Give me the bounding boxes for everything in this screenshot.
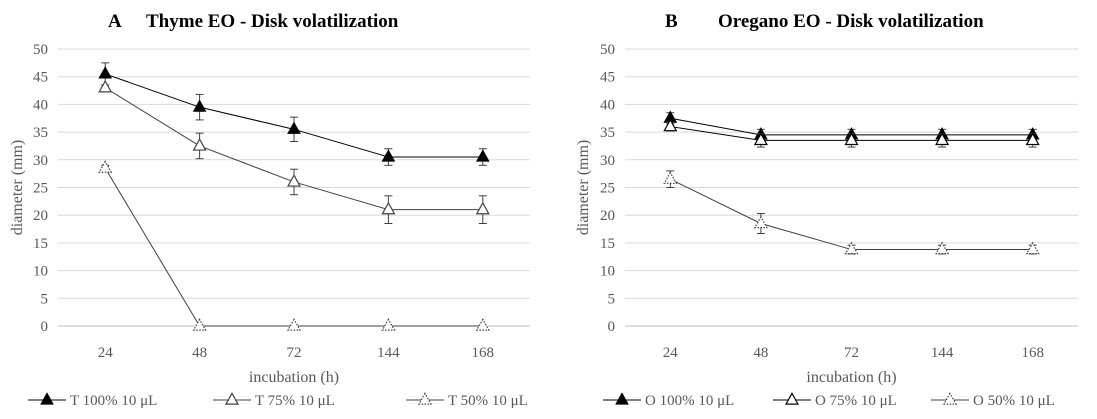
data-point <box>1025 241 1040 255</box>
chart-title: Oregano EO - Disk volatilization <box>718 11 984 32</box>
legend-marker <box>784 392 800 405</box>
legend-entry: T 50% 10 μL <box>406 392 528 409</box>
data-point <box>753 215 768 229</box>
chart-panel-a: A Thyme EO - Disk volatilization 0 5 10 15 20 2… <box>0 0 548 414</box>
x-tick-label: 48 <box>753 345 768 361</box>
data-point <box>935 241 950 255</box>
y-tick-label: 5 <box>41 291 49 307</box>
legend-entry: O 100% 10 μL <box>603 392 734 409</box>
chart-panel-b: B Oregano EO - Disk volatilization 0 5 10 15 2… <box>558 0 1097 414</box>
x-tick-label: 72 <box>287 345 302 361</box>
chart-a-svg: A Thyme EO - Disk volatilization 0 5 10 15 20 2… <box>9 11 530 409</box>
data-point <box>475 318 490 331</box>
x-axis-label: incubation (h) <box>806 369 896 386</box>
panel-letter: B <box>665 11 678 32</box>
x-tick-label: 144 <box>377 345 400 361</box>
y-tick-label: 35 <box>600 125 615 141</box>
legend-entry: O 75% 10 μL <box>773 392 897 409</box>
data-point <box>287 121 301 134</box>
x-tick-label: 24 <box>98 345 114 361</box>
y-tick-label: 35 <box>33 125 48 141</box>
data-point <box>381 318 396 331</box>
y-tick-label: 5 <box>608 291 616 307</box>
legend-label: T 100% 10 μL <box>70 393 157 409</box>
legend-entry: T 75% 10 μL <box>213 392 335 409</box>
x-tick-label: 144 <box>931 345 954 361</box>
chart-title: Thyme EO - Disk volatilization <box>146 11 399 32</box>
legend-marker <box>417 392 433 405</box>
y-tick-label: 50 <box>600 42 615 58</box>
series-2 <box>663 118 1040 148</box>
data-point <box>286 318 302 331</box>
x-tick-label: 72 <box>844 345 859 361</box>
x-tick-label: 48 <box>192 345 207 361</box>
data-point <box>192 318 207 331</box>
series-2 <box>98 79 490 225</box>
legend-marker <box>942 392 958 405</box>
y-tick-label: 30 <box>33 153 48 169</box>
x-tick-label: 168 <box>1021 345 1043 361</box>
x-tick-label: 168 <box>472 345 495 361</box>
y-tick-label: 45 <box>33 70 48 86</box>
y-tick-label: 40 <box>33 97 48 113</box>
y-tick-label: 40 <box>600 97 615 113</box>
data-point <box>98 66 113 79</box>
data-point <box>286 174 302 187</box>
legend-entry: O 50% 10 μL <box>931 392 1055 409</box>
y-axis-label: diameter (mm) <box>9 140 26 236</box>
chart-b-svg: B Oregano EO - Disk volatilization 0 5 10 15 2… <box>575 11 1078 409</box>
y-tick-label: 25 <box>33 181 48 197</box>
legend-label: T 50% 10 μL <box>448 393 528 409</box>
data-point <box>1025 132 1040 146</box>
data-point <box>663 171 678 184</box>
y-tick-label: 15 <box>33 236 48 252</box>
legend-label: O 100% 10 μL <box>645 393 734 409</box>
legend-label: O 50% 10 μL <box>973 393 1055 409</box>
data-point <box>98 79 113 93</box>
data-point <box>844 132 859 146</box>
y-axis-label: diameter (mm) <box>575 140 592 236</box>
data-point <box>381 149 396 162</box>
y-tick-label: 10 <box>600 264 615 280</box>
y-tick-label: 0 <box>41 319 49 335</box>
y-tick-label: 50 <box>33 42 48 58</box>
data-point <box>192 138 207 151</box>
data-point <box>753 132 768 146</box>
x-tick-label: 24 <box>663 345 679 361</box>
legend-entry: T 100% 10 μL <box>28 392 157 409</box>
data-point <box>935 132 950 146</box>
panel-letter: A <box>108 11 122 32</box>
data-point <box>381 201 396 215</box>
y-tick-label: 45 <box>600 70 615 86</box>
legend-marker <box>224 392 240 405</box>
data-point <box>844 241 859 255</box>
y-tick-label: 10 <box>33 264 48 280</box>
y-tick-label: 15 <box>600 236 615 252</box>
data-point <box>98 160 113 173</box>
series-line <box>105 73 483 158</box>
legend-marker <box>40 392 54 405</box>
y-tick-label: 30 <box>600 153 615 169</box>
data-point <box>475 149 490 162</box>
legend-label: T 75% 10 μL <box>255 393 335 409</box>
y-tick-label: 0 <box>608 319 616 335</box>
legend-marker <box>615 392 629 405</box>
series-line <box>670 178 1033 251</box>
series-3 <box>663 170 1040 255</box>
legend-label: O 75% 10 μL <box>815 393 897 409</box>
x-axis-label: incubation (h) <box>249 369 339 386</box>
y-tick-label: 25 <box>600 181 615 197</box>
data-point <box>192 99 207 112</box>
data-point <box>475 201 490 215</box>
series-3 <box>98 160 490 331</box>
y-tick-label: 20 <box>33 208 48 224</box>
data-point <box>663 118 678 132</box>
series-1 <box>98 62 490 166</box>
y-tick-label: 20 <box>600 208 615 224</box>
